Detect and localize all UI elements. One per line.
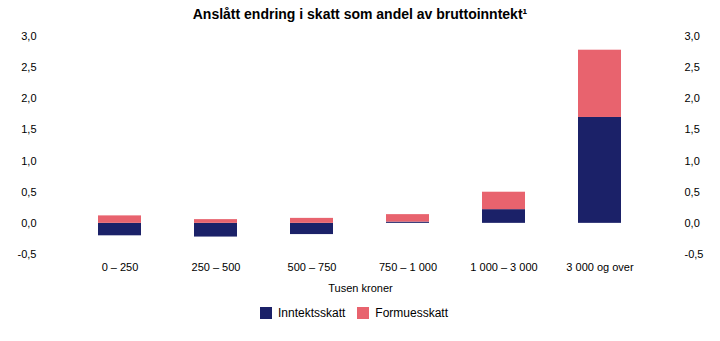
svg-text:3 000 og over: 3 000 og over [566, 261, 634, 273]
svg-text:2,0: 2,0 [21, 92, 36, 104]
svg-text:0 – 250: 0 – 250 [102, 261, 139, 273]
svg-text:-0,5: -0,5 [18, 248, 37, 260]
svg-text:0,5: 0,5 [685, 186, 700, 198]
svg-text:Tusen kroner: Tusen kroner [328, 282, 393, 294]
svg-text:0,0: 0,0 [685, 217, 700, 229]
svg-text:2,5: 2,5 [685, 61, 700, 73]
svg-text:1,0: 1,0 [685, 155, 700, 167]
svg-text:3,0: 3,0 [21, 30, 36, 42]
svg-text:3,0: 3,0 [685, 30, 700, 42]
svg-text:0,0: 0,0 [21, 217, 36, 229]
html-text:Formuesskatt: Formuesskatt [375, 305, 448, 320]
svg-text:1 000 – 3 000: 1 000 – 3 000 [470, 261, 537, 273]
svg-text:1,5: 1,5 [685, 123, 700, 135]
svg-text:-0,5: -0,5 [685, 248, 704, 260]
svg-text:2,5: 2,5 [21, 61, 36, 73]
svg-text:0,5: 0,5 [21, 186, 36, 198]
svg-text:2,0: 2,0 [685, 92, 700, 104]
svg-text:250 – 500: 250 – 500 [192, 261, 241, 273]
svg-text:750 – 1 000: 750 – 1 000 [379, 261, 437, 273]
svg-text:500 – 750: 500 – 750 [288, 261, 337, 273]
svg-text:1,0: 1,0 [21, 155, 36, 167]
svg-text:1,5: 1,5 [21, 123, 36, 135]
html-text:Inntektsskatt: Inntektsskatt [278, 305, 346, 320]
html-text:Anslått endring i skatt som an: Anslått endring i skatt som andel av bru… [192, 6, 528, 22]
